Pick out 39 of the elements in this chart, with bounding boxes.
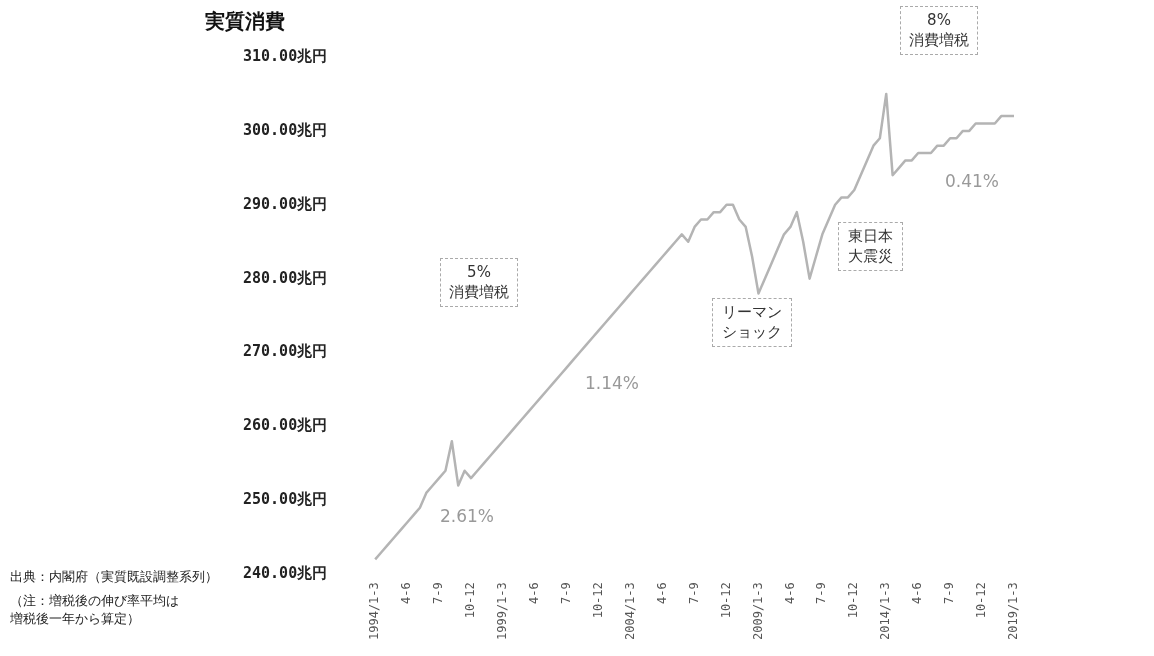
text: 8% 消費増税: [900, 6, 978, 55]
x-tick-label: 7-9: [686, 582, 701, 604]
x-tick-label: 10-12: [463, 582, 478, 619]
annotation: 5% 消費増税: [440, 258, 518, 307]
x-tick-label: 2004/1-3: [622, 582, 637, 640]
annotation: 1.14%: [585, 372, 640, 395]
x-tick-label: 10-12: [974, 582, 989, 619]
text: （注：増税後の伸び率平均は増税後一年から算定）: [10, 592, 180, 628]
y-tick-label: 240.00兆円: [243, 564, 328, 583]
y-tick-label: 310.00兆円: [243, 46, 328, 65]
x-tick-label: 10-12: [846, 582, 861, 619]
y-tick-label: 270.00兆円: [243, 342, 328, 361]
y-tick-label: 260.00兆円: [243, 416, 328, 435]
y-tick-label: 290.00兆円: [243, 194, 328, 213]
x-tick-label: 7-9: [431, 582, 446, 604]
x-tick-label: 7-9: [814, 582, 829, 604]
x-tick-label: 4-6: [399, 582, 414, 604]
annotation: 2.61%: [440, 505, 495, 528]
x-tick-label: 7-9: [942, 582, 957, 604]
x-tick-label: 4-6: [910, 582, 925, 604]
y-axis-title: 実質消費: [205, 8, 285, 35]
annotation: リーマンショック: [712, 298, 792, 347]
x-tick-label: 2014/1-3: [878, 582, 893, 640]
y-tick-label: 250.00兆円: [243, 490, 328, 509]
x-tick-label: 4-6: [527, 582, 542, 604]
x-tick-label: 4-6: [782, 582, 797, 604]
x-tick-label: 1994/1-3: [367, 582, 382, 640]
x-tick-label: 2019/1-3: [1006, 582, 1021, 640]
annotation: 0.41%: [945, 170, 1000, 193]
y-tick-label: 300.00兆円: [243, 120, 328, 139]
x-tick-label: 10-12: [718, 582, 733, 619]
x-tick-label: 1999/1-3: [495, 582, 510, 640]
y-tick-label: 280.00兆円: [243, 268, 328, 287]
x-tick-label: 2009/1-3: [750, 582, 765, 640]
source-note: 出典：内閣府（実質既設調整系列）: [10, 568, 218, 586]
x-tick-label: 10-12: [590, 582, 605, 619]
annotation: 東日本大震災: [838, 222, 903, 271]
x-tick-label: 7-9: [558, 582, 573, 604]
x-tick-label: 4-6: [654, 582, 669, 604]
